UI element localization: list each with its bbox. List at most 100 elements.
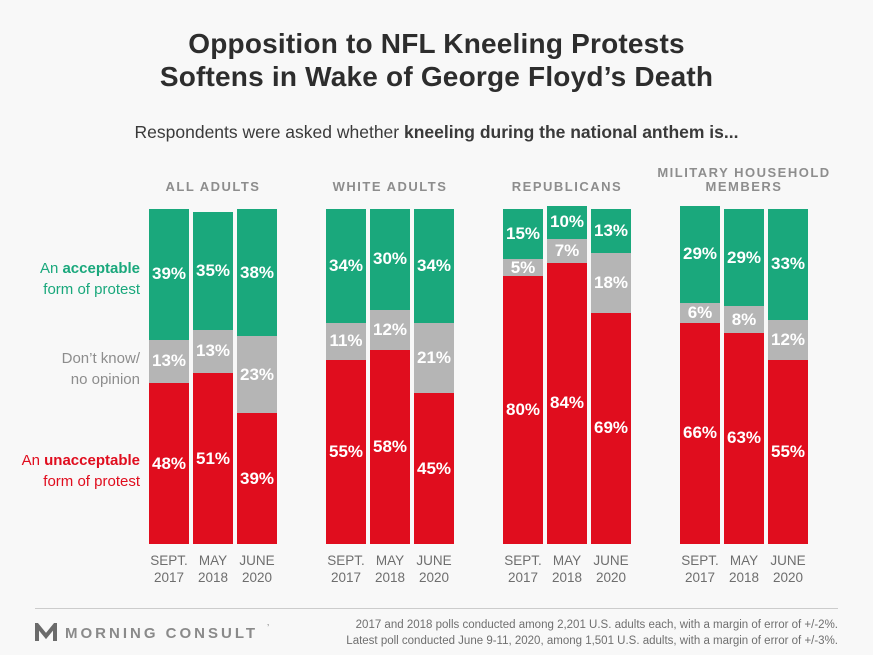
- axis-category-line: JUNE: [593, 553, 629, 568]
- axis-category-label: JUNE 2020: [414, 552, 454, 586]
- axis-category-label: JUNE 2020: [768, 552, 808, 586]
- segment-value-label: 12%: [770, 329, 806, 349]
- group-header: ALL ADULTS: [166, 180, 261, 194]
- segment-dont_know: 11%: [326, 322, 366, 360]
- axis-category-line: MAY: [729, 553, 759, 568]
- axis-category-line: 2018: [374, 570, 406, 585]
- segment-value-label: 23%: [239, 364, 275, 384]
- axis-category-line: SEPT.: [681, 553, 719, 568]
- legend-acceptable: An acceptable form of protest: [39, 260, 140, 298]
- segment-value-label: 51%: [195, 448, 231, 468]
- segment-value-label: 39%: [151, 264, 187, 284]
- segment-value-label: 10%: [549, 212, 585, 232]
- morning-consult-logo: MORNING CONSULT ’: [35, 623, 269, 643]
- axis-category-label: JUNE 2020: [591, 552, 631, 586]
- bars-row: 48% 13% 39% 51% 13% 35% 39% 23% 38%: [149, 209, 277, 544]
- segment-value-label: 29%: [726, 247, 762, 267]
- segment-dont_know: 13%: [193, 329, 233, 374]
- stacked-bar: 48% 13% 39%: [149, 209, 189, 544]
- axis-category-line: 2018: [197, 570, 229, 585]
- segment-unacceptable: 55%: [768, 359, 808, 544]
- axis-row: SEPT. 2017 MAY 2018 JUNE 2020: [680, 552, 808, 586]
- axis-category-line: 2018: [551, 570, 583, 585]
- segment-unacceptable: 80%: [503, 276, 543, 544]
- axis-category-label: MAY 2018: [193, 552, 233, 586]
- segment-value-label: 45%: [416, 458, 452, 478]
- bar-group: REPUBLICANS 80% 5% 15% 84% 7% 10% 69% 18% 13% SEPT…: [503, 143, 631, 586]
- segment-dont_know: 23%: [237, 336, 277, 414]
- legend-unacceptable: An unacceptable form of protest: [21, 452, 140, 490]
- segment-dont_know: 18%: [591, 252, 631, 313]
- segment-acceptable: 13%: [591, 209, 631, 253]
- segment-value-label: 69%: [593, 418, 629, 438]
- group-header-zone: WHITE ADULTS: [326, 143, 454, 209]
- axis-category-line: JUNE: [770, 553, 806, 568]
- group-header-line: REPUBLICANS: [511, 179, 623, 194]
- chart-area: An acceptable form of protest Don’t know…: [0, 143, 873, 586]
- axis-category-line: 2017: [330, 570, 362, 585]
- stacked-bar: 51% 13% 35%: [193, 212, 233, 544]
- subtitle-prefix: Respondents were asked whether: [134, 122, 404, 142]
- page-title-line1: Opposition to NFL Kneeling Protests: [188, 28, 685, 59]
- axis-category-line: MAY: [552, 553, 582, 568]
- axis-category-label: SEPT. 2017: [680, 552, 720, 586]
- axis-category-line: SEPT.: [327, 553, 365, 568]
- segment-acceptable: 15%: [503, 209, 543, 260]
- segment-acceptable: 34%: [414, 209, 454, 323]
- stacked-bar: 63% 8% 29%: [724, 209, 764, 544]
- axis-category-line: SEPT.: [150, 553, 188, 568]
- segment-value-label: 58%: [372, 436, 408, 456]
- axis-category-label: SEPT. 2017: [326, 552, 366, 586]
- segment-unacceptable: 66%: [680, 322, 720, 544]
- axis-category-line: 2017: [684, 570, 716, 585]
- axis-category-line: 2017: [153, 570, 185, 585]
- segment-dont_know: 12%: [370, 309, 410, 350]
- stacked-bar: 69% 18% 13%: [591, 209, 631, 544]
- chart-subtitle: Respondents were asked whether kneeling …: [0, 121, 873, 143]
- axis-row: SEPT. 2017 MAY 2018 JUNE 2020: [503, 552, 631, 586]
- segment-value-label: 63%: [726, 428, 762, 448]
- segment-dont_know: 7%: [547, 239, 587, 263]
- bars-row: 55% 11% 34% 58% 12% 30% 45% 21% 34%: [326, 209, 454, 544]
- group-header-zone: ALL ADULTS: [149, 143, 277, 209]
- axis-category-line: SEPT.: [504, 553, 542, 568]
- segment-dont_know: 12%: [768, 319, 808, 360]
- group-header-line: MILITARY HOUSEHOLD: [657, 165, 831, 180]
- segment-acceptable: 29%: [724, 209, 764, 307]
- logo-wordmark: MORNING CONSULT: [65, 624, 259, 642]
- segment-dont_know: 21%: [414, 322, 454, 394]
- segment-value-label: 18%: [593, 272, 629, 292]
- segment-unacceptable: 63%: [724, 332, 764, 544]
- segment-acceptable: 35%: [193, 212, 233, 330]
- axis-category-label: SEPT. 2017: [503, 552, 543, 586]
- segment-value-label: 6%: [687, 302, 713, 322]
- axis-category-line: 2020: [595, 570, 627, 585]
- stacked-bar: 58% 12% 30%: [370, 209, 410, 544]
- segment-value-label: 34%: [416, 255, 452, 275]
- segment-value-label: 11%: [329, 331, 363, 351]
- segment-acceptable: 39%: [149, 209, 189, 340]
- segment-acceptable: 34%: [326, 209, 366, 323]
- segment-value-label: 12%: [372, 319, 408, 339]
- axis-category-line: 2020: [772, 570, 804, 585]
- axis-category-label: SEPT. 2017: [149, 552, 189, 586]
- segment-unacceptable: 51%: [193, 373, 233, 544]
- axis-category-label: JUNE 2020: [237, 552, 277, 586]
- segment-unacceptable: 55%: [326, 359, 366, 544]
- axis-category-line: JUNE: [416, 553, 452, 568]
- segment-acceptable: 10%: [547, 205, 587, 240]
- segment-acceptable: 30%: [370, 209, 410, 310]
- segment-unacceptable: 39%: [237, 413, 277, 544]
- group-header-line: WHITE ADULTS: [332, 179, 448, 194]
- bar-group: WHITE ADULTS 55% 11% 34% 58% 12% 30% 45% 21% 34% S…: [326, 143, 454, 586]
- axis-category-label: MAY 2018: [370, 552, 410, 586]
- legend-column: An acceptable form of protest Don’t know…: [0, 143, 149, 586]
- segment-value-label: 35%: [195, 260, 231, 280]
- morning-consult-logo-icon: [35, 623, 57, 641]
- segment-value-label: 33%: [770, 254, 806, 274]
- segment-value-label: 38%: [239, 262, 275, 282]
- segment-value-label: 80%: [505, 400, 541, 419]
- legend-labels: An acceptable form of protest Don’t know…: [0, 209, 149, 544]
- segment-value-label: 5%: [510, 257, 536, 277]
